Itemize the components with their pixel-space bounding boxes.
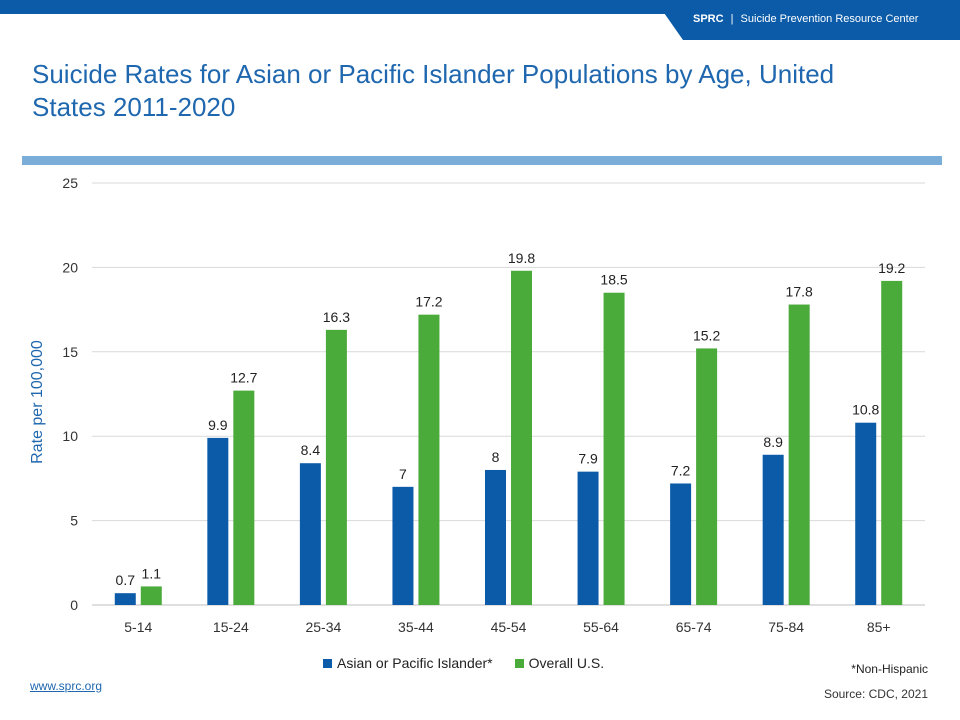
legend-label-asian: Asian or Pacific Islander* xyxy=(337,655,493,671)
bar-overall xyxy=(418,314,440,605)
data-label: 7 xyxy=(399,466,407,482)
y-tick-label: 10 xyxy=(62,428,78,444)
data-label: 7.9 xyxy=(578,451,598,467)
y-tick-label: 25 xyxy=(62,175,78,191)
source-note: Source: CDC, 2021 xyxy=(823,687,928,701)
data-label: 12.7 xyxy=(230,370,257,386)
legend-item-overall: Overall U.S. xyxy=(514,655,605,671)
title-divider xyxy=(22,156,942,165)
bar-overall xyxy=(511,270,532,605)
data-label: 0.7 xyxy=(116,572,136,588)
data-label: 16.3 xyxy=(323,309,350,325)
legend-swatch-asian xyxy=(323,658,332,668)
bar-asian xyxy=(577,471,599,605)
legend-label-overall: Overall U.S. xyxy=(528,655,605,671)
website-link[interactable]: www.sprc.org xyxy=(30,679,103,693)
x-tick-label: 25-34 xyxy=(305,619,341,635)
x-tick-label: 75-84 xyxy=(768,619,804,635)
header-tab xyxy=(655,0,960,40)
y-tick-label: 0 xyxy=(70,597,78,613)
bar-overall xyxy=(603,292,625,605)
bar-asian xyxy=(114,593,136,605)
x-tick-label: 85+ xyxy=(867,619,891,635)
data-label: 1.1 xyxy=(142,565,162,581)
y-axis-label: Rate per 100,000 xyxy=(29,340,46,464)
bar-asian xyxy=(485,469,506,605)
bar-overall xyxy=(325,329,347,605)
bar-overall xyxy=(881,280,903,605)
y-tick-label: 5 xyxy=(70,513,78,529)
y-tick-label: 15 xyxy=(62,344,78,360)
bar-asian xyxy=(207,437,229,605)
bar-overall xyxy=(140,586,162,605)
data-label: 19.8 xyxy=(508,250,535,266)
x-tick-label: 15-24 xyxy=(213,619,249,635)
data-label: 17.2 xyxy=(415,294,442,310)
chart-title: Suicide Rates for Asian or Pacific Islan… xyxy=(32,59,835,122)
data-label: 8.4 xyxy=(301,442,321,458)
x-tick-label: 55-64 xyxy=(583,619,619,635)
bar-overall xyxy=(233,390,255,605)
bar-asian xyxy=(299,463,321,605)
footnote: *Non-Hispanic xyxy=(851,662,928,676)
header-text: SPRC | Suicide Prevention Resource Cente… xyxy=(693,13,918,25)
bar-overall xyxy=(788,304,810,605)
x-tick-label: 5-14 xyxy=(124,619,152,635)
x-tick-label: 35-44 xyxy=(398,619,434,635)
data-label: 19.2 xyxy=(878,260,905,276)
x-tick-label: 65-74 xyxy=(676,619,712,635)
chart-legend: Asian or Pacific Islander* Overall U.S. xyxy=(323,655,604,671)
bar-overall xyxy=(696,348,718,605)
data-label: 15.2 xyxy=(693,327,720,343)
x-tick-label: 45-54 xyxy=(491,619,527,635)
bar-asian xyxy=(392,486,414,605)
data-label: 8 xyxy=(492,449,500,465)
data-label: 10.8 xyxy=(852,402,879,418)
header-org-name: Suicide Prevention Resource Center xyxy=(740,13,919,25)
data-label: 18.5 xyxy=(600,272,627,288)
header-separator: | xyxy=(730,13,734,25)
y-tick-label: 20 xyxy=(62,259,78,275)
data-label: 17.8 xyxy=(786,284,813,300)
header-brand: SPRC xyxy=(693,13,724,25)
bar-asian xyxy=(762,454,784,605)
bar-asian xyxy=(670,483,692,605)
data-label: 8.9 xyxy=(763,434,783,450)
data-label: 9.9 xyxy=(208,417,228,433)
data-label: 7.2 xyxy=(671,462,691,478)
legend-swatch-overall xyxy=(514,658,524,668)
legend-item-asian: Asian or Pacific Islander* xyxy=(323,655,493,671)
bar-asian xyxy=(855,422,877,605)
